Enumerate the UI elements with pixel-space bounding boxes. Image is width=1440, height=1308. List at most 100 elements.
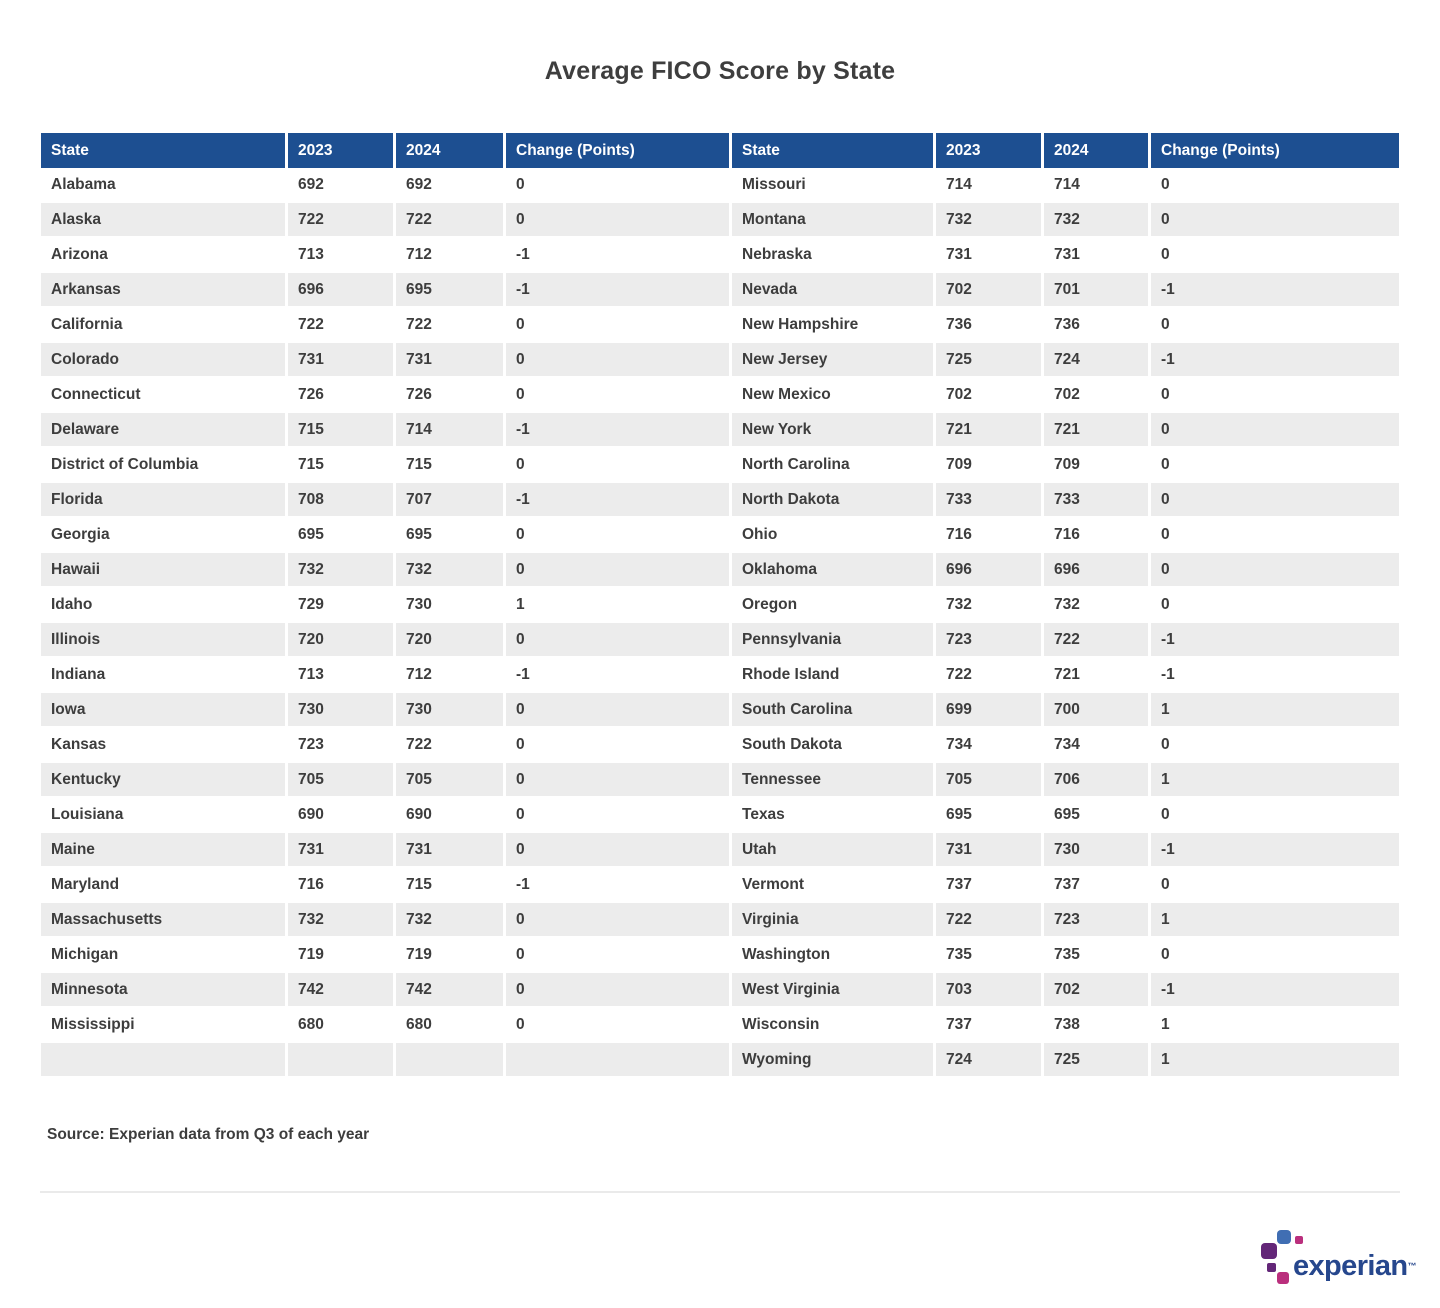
score-2023-cell: 702 xyxy=(936,378,1044,413)
state-cell: Louisiana xyxy=(41,798,288,833)
change-cell: 1 xyxy=(1151,1008,1399,1043)
header-row: State 2023 2024 Change (Points) State 20… xyxy=(41,133,1399,168)
state-cell: Oregon xyxy=(732,588,936,623)
change-cell: 0 xyxy=(506,693,732,728)
change-cell: 0 xyxy=(1151,168,1399,203)
score-2024-cell: 730 xyxy=(1044,833,1151,868)
state-cell: Wisconsin xyxy=(732,1008,936,1043)
score-2024-cell: 700 xyxy=(1044,693,1151,728)
state-cell: Montana xyxy=(732,203,936,238)
change-cell: -1 xyxy=(506,238,732,273)
score-2024-cell: 731 xyxy=(396,343,506,378)
table-row: Maryland 716 715 -1 Vermont 737 737 0 xyxy=(41,868,1399,903)
change-cell: 0 xyxy=(1151,588,1399,623)
score-2024-cell: 730 xyxy=(396,588,506,623)
change-cell: 0 xyxy=(1151,203,1399,238)
table-row: Iowa 730 730 0 South Carolina 699 700 1 xyxy=(41,693,1399,728)
source-note: Source: Experian data from Q3 of each ye… xyxy=(47,1126,370,1143)
change-cell: 1 xyxy=(506,588,732,623)
state-cell: Illinois xyxy=(41,623,288,658)
logo-large-purple-square-icon xyxy=(1261,1243,1277,1259)
change-cell: 0 xyxy=(1151,238,1399,273)
change-cell: 0 xyxy=(506,903,732,938)
score-2023-cell: 695 xyxy=(288,518,396,553)
score-2023-cell: 731 xyxy=(936,833,1044,868)
score-2023-cell: 690 xyxy=(288,798,396,833)
table-row: Colorado 731 731 0 New Jersey 725 724 -1 xyxy=(41,343,1399,378)
change-cell: 0 xyxy=(1151,413,1399,448)
score-2023-cell: 714 xyxy=(936,168,1044,203)
score-2024-cell: 722 xyxy=(396,308,506,343)
change-cell: 1 xyxy=(1151,1043,1399,1078)
state-cell: New York xyxy=(732,413,936,448)
score-2024-cell: 731 xyxy=(1044,238,1151,273)
score-2023-cell: 734 xyxy=(936,728,1044,763)
score-2024-cell: 734 xyxy=(1044,728,1151,763)
state-cell: Arizona xyxy=(41,238,288,273)
score-2024-cell: 690 xyxy=(396,798,506,833)
change-cell: 0 xyxy=(506,763,732,798)
state-cell: Colorado xyxy=(41,343,288,378)
score-2024-cell: 721 xyxy=(1044,413,1151,448)
state-cell: Oklahoma xyxy=(732,553,936,588)
score-2023-cell: 735 xyxy=(936,938,1044,973)
score-2024-cell: 714 xyxy=(1044,168,1151,203)
change-cell: -1 xyxy=(506,868,732,903)
change-cell: -1 xyxy=(506,413,732,448)
logo-blue-square-icon xyxy=(1277,1230,1291,1244)
score-2024-cell: 716 xyxy=(1044,518,1151,553)
score-2024-cell: 726 xyxy=(396,378,506,413)
score-2023-cell: 719 xyxy=(288,938,396,973)
score-2024-cell: 736 xyxy=(1044,308,1151,343)
score-2023-cell: 732 xyxy=(288,553,396,588)
table-body: Alabama 692 692 0 Missouri 714 714 0 Alaska 722 72… xyxy=(41,168,1399,1078)
header-2024-right: 2024 xyxy=(1044,133,1151,168)
score-2024-cell: 732 xyxy=(396,903,506,938)
score-2023-cell: 720 xyxy=(288,623,396,658)
score-2023-cell: 722 xyxy=(288,203,396,238)
state-cell: Mississippi xyxy=(41,1008,288,1043)
change-cell: -1 xyxy=(1151,658,1399,693)
score-2024-cell: 731 xyxy=(396,833,506,868)
table-row: Alabama 692 692 0 Missouri 714 714 0 xyxy=(41,168,1399,203)
change-cell: 0 xyxy=(506,938,732,973)
footer-divider xyxy=(40,1191,1400,1193)
change-cell: 0 xyxy=(1151,308,1399,343)
change-cell: 0 xyxy=(1151,798,1399,833)
score-2023-cell: 729 xyxy=(288,588,396,623)
table-row: Alaska 722 722 0 Montana 732 732 0 xyxy=(41,203,1399,238)
score-2024-cell: 724 xyxy=(1044,343,1151,378)
score-2023-cell: 732 xyxy=(936,203,1044,238)
change-cell xyxy=(506,1043,732,1078)
table-row: District of Columbia 715 715 0 North Carolin… xyxy=(41,448,1399,483)
change-cell: 1 xyxy=(1151,763,1399,798)
state-cell: North Carolina xyxy=(732,448,936,483)
score-2024-cell: 725 xyxy=(1044,1043,1151,1078)
state-cell: Kansas xyxy=(41,728,288,763)
state-cell: Pennsylvania xyxy=(732,623,936,658)
score-2024-cell: 692 xyxy=(396,168,506,203)
score-2023-cell: 737 xyxy=(936,868,1044,903)
change-cell: -1 xyxy=(506,483,732,518)
state-cell: South Carolina xyxy=(732,693,936,728)
score-2024-cell: 730 xyxy=(396,693,506,728)
state-cell: District of Columbia xyxy=(41,448,288,483)
score-2024-cell: 732 xyxy=(396,553,506,588)
state-cell: Maine xyxy=(41,833,288,868)
state-cell: New Jersey xyxy=(732,343,936,378)
table-row: Wyoming 724 725 1 xyxy=(41,1043,1399,1078)
change-cell: 0 xyxy=(506,168,732,203)
table-row: Florida 708 707 -1 North Dakota 733 733 0 xyxy=(41,483,1399,518)
score-2023-cell: 696 xyxy=(936,553,1044,588)
table-row: Mississippi 680 680 0 Wisconsin 737 738 1 xyxy=(41,1008,1399,1043)
table-row: Arizona 713 712 -1 Nebraska 731 731 0 xyxy=(41,238,1399,273)
logo-wordmark: experian™ xyxy=(1293,1250,1417,1282)
state-cell: Alaska xyxy=(41,203,288,238)
change-cell: 0 xyxy=(1151,938,1399,973)
change-cell: -1 xyxy=(506,273,732,308)
change-cell: 0 xyxy=(506,448,732,483)
state-cell: Connecticut xyxy=(41,378,288,413)
change-cell: 0 xyxy=(1151,868,1399,903)
state-cell: Missouri xyxy=(732,168,936,203)
state-cell: Michigan xyxy=(41,938,288,973)
